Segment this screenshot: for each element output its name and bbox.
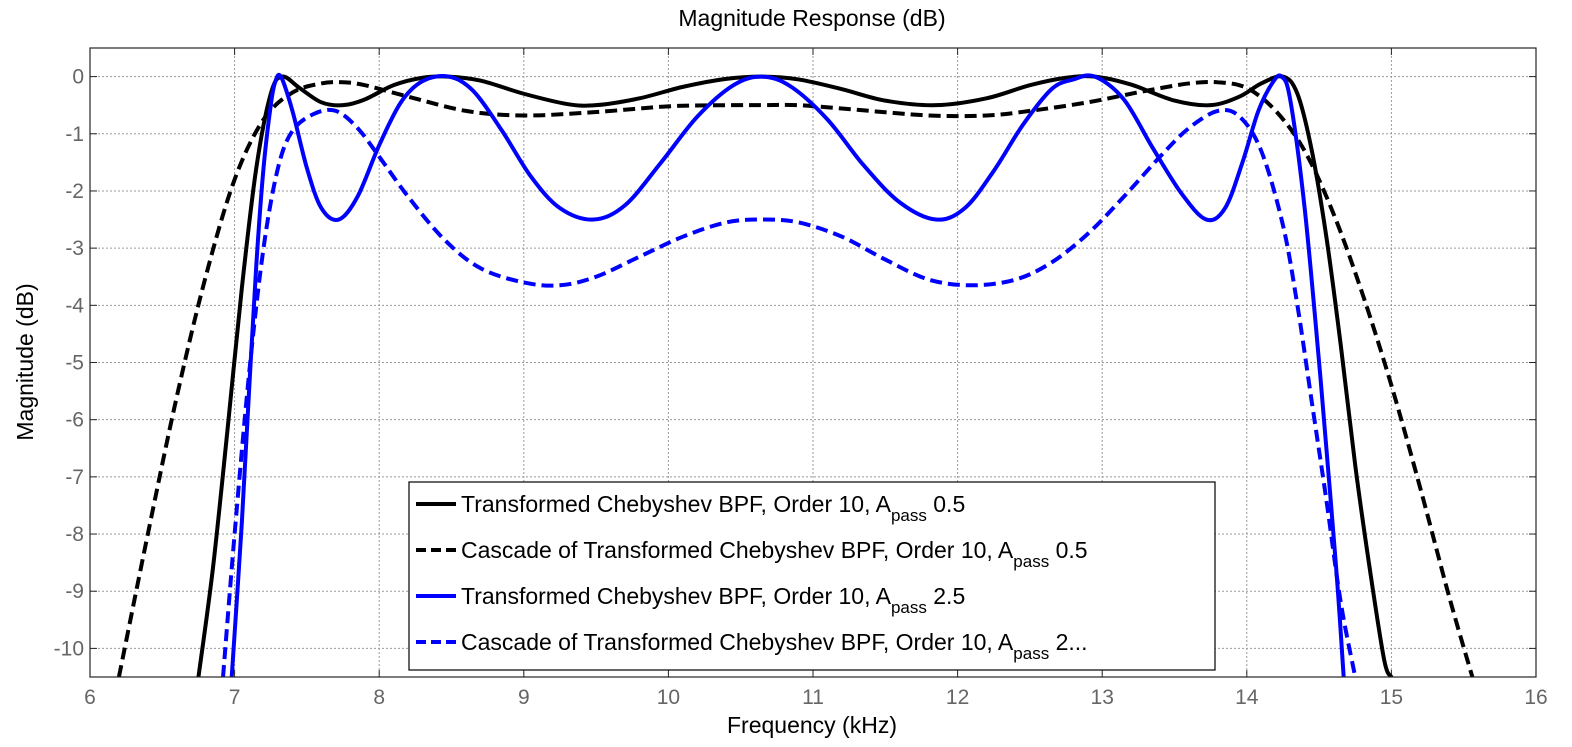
x-tick-label: 14 (1235, 686, 1259, 709)
legend-label-1: Transformed Chebyshev BPF, Order 10, Apa… (461, 491, 965, 525)
legend-box (408, 481, 1216, 671)
series-line-3 (229, 72, 1346, 677)
x-tick-label: 15 (1380, 686, 1403, 709)
y-tick-label: 0 (72, 66, 84, 89)
y-tick-labels: 0 -1 -2 -3 -4 -5 -6 -7 -8 -9 -10 (54, 66, 85, 661)
chart-title: Magnitude Response (dB) (678, 5, 945, 31)
x-tick-label: 10 (657, 686, 680, 709)
x-tick-label: 13 (1091, 686, 1114, 709)
y-tick-label: -2 (65, 180, 84, 203)
x-axis-label: Frequency (kHz) (727, 712, 897, 738)
x-tick-label: 8 (373, 686, 385, 709)
series-line-4 (221, 107, 1358, 677)
y-tick-label: -10 (54, 637, 84, 660)
x-tick-label: 7 (229, 686, 241, 709)
y-tick-label: -7 (65, 466, 84, 489)
series-line-2 (116, 79, 1475, 677)
x-tick-label: 16 (1524, 686, 1547, 709)
y-tick-label: -6 (65, 409, 84, 432)
y-axis-label: Magnitude (dB) (12, 283, 38, 440)
x-tick-label: 6 (84, 686, 96, 709)
legend-label-2: Cascade of Transformed Chebyshev BPF, Or… (461, 537, 1088, 571)
x-tick-label: 9 (518, 686, 530, 709)
y-tick-label: -5 (65, 352, 84, 375)
legend-label-4: Cascade of Transformed Chebyshev BPF, Or… (461, 629, 1088, 663)
y-tick-label: -8 (65, 523, 84, 546)
legend: Transformed Chebyshev BPF, Order 10, Apa… (408, 481, 1216, 671)
y-tick-label: -1 (65, 123, 84, 146)
series-layer (116, 72, 1475, 677)
y-tick-label: -3 (65, 237, 84, 260)
legend-label-3: Transformed Chebyshev BPF, Order 10, Apa… (461, 583, 965, 617)
plot-frame (89, 47, 1537, 678)
x-tick-labels: 6 7 8 9 10 11 12 13 14 15 16 (84, 686, 1548, 709)
y-tick-label: -9 (65, 580, 84, 603)
x-tick-label: 12 (946, 686, 969, 709)
y-tick-label: -4 (65, 294, 84, 317)
x-tick-label: 11 (802, 686, 824, 709)
